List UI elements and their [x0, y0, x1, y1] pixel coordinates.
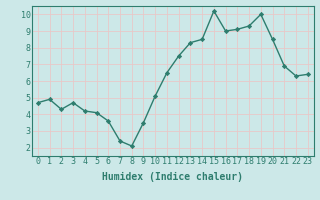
X-axis label: Humidex (Indice chaleur): Humidex (Indice chaleur)	[102, 172, 243, 182]
